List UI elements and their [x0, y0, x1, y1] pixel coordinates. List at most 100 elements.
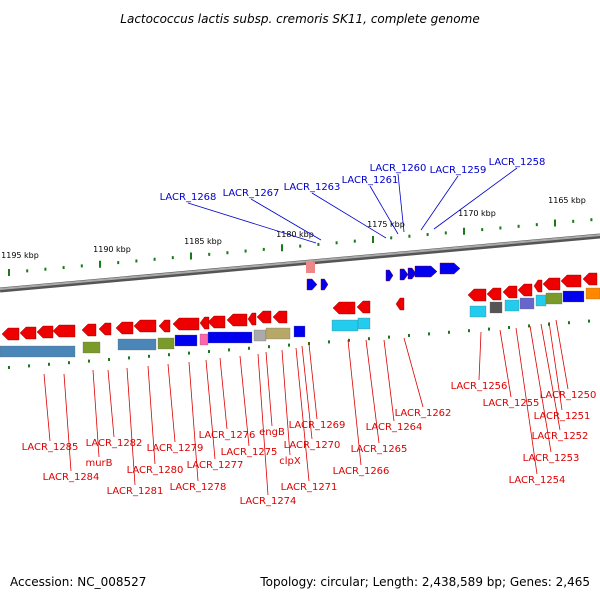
reverse-gene-label: LACR_1277: [187, 460, 244, 471]
reverse-label-leader: [107, 369, 115, 438]
scale-tick: [535, 223, 538, 227]
reverse-gene-arrow: [272, 310, 288, 324]
lower-tick: [8, 366, 10, 369]
scale-tick: [335, 241, 338, 245]
reverse-label-leader: [281, 349, 291, 456]
lower-tick: [288, 343, 290, 347]
reverse-gene-label: LACR_1255: [483, 398, 540, 409]
annotation-block: [519, 297, 535, 310]
reverse-gene-label: LACR_1254: [509, 475, 566, 486]
reverse-gene-label: LACR_1264: [366, 422, 423, 433]
reverse-gene-arrow: [199, 316, 210, 330]
lower-tick: [388, 335, 390, 339]
forward-label-leader: [433, 167, 518, 230]
lower-tick: [148, 354, 150, 358]
scale-tick: [408, 234, 411, 238]
lower-tick: [568, 321, 570, 325]
reverse-label-leader: [205, 359, 216, 460]
scale-tick: [426, 233, 429, 237]
lower-tick: [508, 326, 510, 329]
scale-tick: [80, 264, 83, 268]
lower-tick: [448, 330, 450, 334]
forward-gene-label: LACR_1259: [430, 165, 487, 176]
reverse-gene-arrow: [247, 312, 257, 326]
reverse-gene-label: LACR_1275: [221, 447, 278, 458]
forward-gene-label: LACR_1267: [223, 188, 280, 199]
annotation-block: [207, 331, 253, 344]
scale-tick: [517, 224, 520, 228]
forward-gene-arrow: [407, 267, 417, 280]
scale-label: 1195 kbp: [1, 251, 39, 260]
reverse-label-leader: [43, 373, 51, 442]
scale-label: 1170 kbp: [458, 209, 496, 218]
scale-tick: [208, 252, 211, 256]
annotation-block: [489, 301, 503, 314]
lower-tick: [428, 332, 430, 336]
reverse-gene-arrow: [542, 277, 561, 291]
reverse-gene-arrow: [207, 315, 226, 329]
reverse-gene-arrow: [1, 327, 20, 341]
lower-tick: [28, 364, 30, 368]
forward-gene-arrow: [439, 262, 461, 275]
lower-tick: [328, 340, 330, 344]
scale-tick: [135, 259, 138, 263]
lower-ticks: [8, 319, 590, 369]
reverse-gene-label: LACR_1285: [22, 442, 79, 453]
reverse-gene-arrow: [356, 300, 371, 314]
annotation-block: [199, 333, 209, 346]
scale-tick: [26, 269, 29, 273]
reverse-label-leader: [499, 329, 512, 398]
reverse-label-leader: [347, 339, 362, 466]
reverse-gene-arrow: [81, 323, 97, 337]
annotation-block: [157, 337, 175, 350]
reverse-label-leader: [92, 369, 100, 458]
lower-tick: [168, 353, 170, 357]
scale-tick: [463, 227, 465, 235]
reverse-gene-label: LACR_1280: [127, 465, 184, 476]
scale-label: 1165 kbp: [548, 196, 586, 205]
reverse-label-leader: [257, 353, 269, 496]
accession-text: Accession: NC_008527: [10, 575, 146, 589]
annotation-block: [82, 341, 101, 354]
reverse-label-leader: [63, 373, 72, 472]
lower-tick: [88, 359, 90, 363]
reverse-label-leader: [515, 327, 538, 475]
reverse-gene-label: LACR_1281: [107, 486, 164, 497]
scale-tick: [554, 219, 556, 227]
lower-tick: [208, 350, 210, 353]
reverse-gene-label: LACR_1265: [351, 444, 408, 455]
reverse-gene-label: LACR_1251: [534, 411, 591, 422]
annotation-block: [0, 345, 76, 358]
reverse-gene-arrow: [19, 326, 37, 340]
reverse-gene-label: LACR_1274: [240, 496, 297, 507]
reverse-gene-arrow: [52, 324, 76, 338]
scale-tick: [353, 239, 356, 243]
annotation-block: [117, 338, 157, 351]
reverse-gene-arrow: [115, 321, 134, 335]
reverse-gene-arrow: [158, 319, 171, 333]
reverse-gene-label: engB: [259, 427, 285, 438]
reverse-gene-arrow: [517, 283, 533, 297]
forward-gene-pseudo: [306, 262, 315, 273]
forward-label-leader: [187, 202, 317, 244]
forward-gene-label: LACR_1258: [489, 157, 546, 168]
reverse-label-leader: [548, 321, 563, 411]
reverse-gene-label: LACR_1256: [451, 381, 508, 392]
reverse-label-leader: [219, 357, 228, 430]
forward-gene-arrow: [399, 268, 409, 281]
reverse-strand-genes: [1, 272, 598, 341]
forward-strand-genes: [306, 262, 461, 291]
scale-tick: [499, 226, 502, 230]
reverse-gene-arrow: [36, 325, 54, 339]
lower-tick: [588, 319, 590, 323]
scale-label: 1190 kbp: [93, 245, 131, 254]
annotation-block: [585, 287, 600, 300]
reverse-label-leader: [529, 325, 552, 453]
reverse-gene-arrow: [332, 301, 356, 315]
genome-backbone-highlight: [0, 234, 600, 290]
reverse-gene-arrow: [98, 322, 112, 336]
scale-tick: [153, 257, 156, 261]
scale-label: 1185 kbp: [184, 237, 222, 246]
scale-tick: [190, 252, 192, 260]
